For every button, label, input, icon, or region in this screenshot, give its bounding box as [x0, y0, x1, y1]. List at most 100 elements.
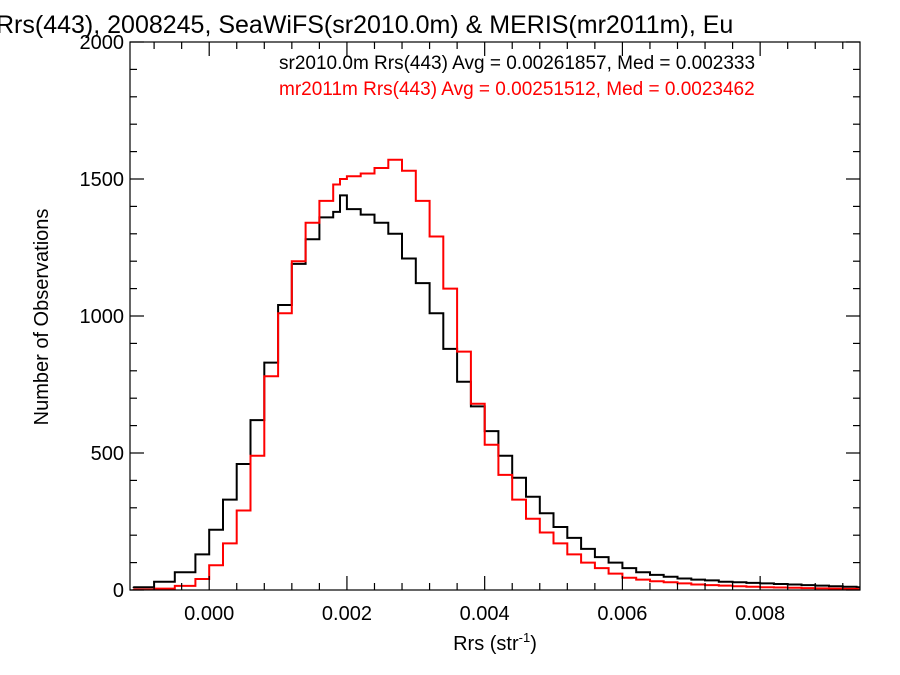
bin-sr2010.0m-21: [428, 312, 431, 315]
bin-mr2011m-19: [401, 170, 403, 172]
bin-sr2010.0m-7: [249, 419, 252, 421]
bin-sr2010.0m-13: [332, 211, 335, 213]
plot-frame: [129, 41, 861, 591]
bin-sr2010.0m-18: [387, 233, 390, 235]
bin-sr2010.0m-50: [828, 585, 830, 587]
x-tick-label: 0.000: [184, 603, 234, 625]
bin-mr2011m-31: [566, 553, 569, 556]
bin-mr2011m-3: [194, 578, 197, 580]
bin-mr2011m-4: [208, 564, 210, 567]
bin-mr2011m-27: [511, 498, 513, 501]
bin-sr2010.0m-6: [235, 463, 238, 465]
bin-mr2011m-30: [552, 542, 555, 545]
bin-sr2010.0m-8: [263, 361, 266, 364]
bin-mr2011m-16: [359, 172, 362, 175]
bin-mr2011m-6: [235, 509, 238, 512]
bin-sr2010.0m-36: [635, 571, 637, 573]
bin-sr2010.0m-30: [552, 526, 555, 528]
bin-mr2011m-10: [291, 260, 293, 263]
bin-sr2010.0m-15: [346, 208, 348, 210]
bin-mr2011m-5: [222, 542, 224, 545]
bin-sr2010.0m-40: [690, 578, 693, 581]
bin-mr2011m-11: [304, 222, 307, 224]
bin-mr2011m-20: [415, 200, 417, 202]
bin-sr2010.0m-43: [731, 581, 734, 584]
annotation-sr2010: sr2010.0m Rrs(443) Avg = 0.00261857, Med…: [279, 53, 755, 74]
bin-sr2010.0m-29: [539, 512, 541, 515]
bin-sr2010.0m-48: [800, 584, 803, 586]
bin-mr2011m-14: [339, 178, 341, 180]
y-tick-label: 0: [113, 580, 124, 602]
bin-sr2010.0m-19: [401, 257, 403, 260]
series-sr2010.0m: [132, 194, 860, 589]
bin-sr2010.0m-39: [676, 577, 679, 580]
x-axis-label-main: Rrs (str: [453, 633, 519, 655]
bin-sr2010.0m-1: [153, 581, 155, 583]
bin-mr2011m-24: [470, 402, 472, 405]
series-mr2011m: [132, 158, 860, 590]
chart-title: Rrs(443), 2008245, SeaWiFS(sr2010.0m) & …: [0, 11, 733, 39]
x-axis-label-close: ): [530, 633, 537, 655]
bin-mr2011m-44: [745, 585, 748, 588]
bin-mr2011m-50: [828, 587, 830, 590]
bin-sr2010.0m-52: [855, 586, 858, 589]
x-axis-label: Rrs (str-1): [453, 630, 537, 655]
bin-sr2010.0m-44: [745, 582, 748, 584]
bin-sr2010.0m-37: [649, 574, 651, 576]
bin-mr2011m-46: [773, 586, 775, 589]
bin-sr2010.0m-3: [194, 553, 197, 556]
bin-mr2011m-23: [456, 350, 458, 353]
bin-sr2010.0m-42: [718, 581, 720, 583]
bin-sr2010.0m-32: [580, 548, 582, 550]
bin-mr2011m-17: [373, 167, 376, 169]
bin-mr2011m-22: [442, 287, 445, 290]
x-tick-label: 0.008: [735, 603, 785, 625]
bin-mr2011m-28: [525, 518, 527, 520]
series-line-mr2011m: [133, 158, 860, 590]
bin-mr2011m-29: [539, 531, 541, 534]
bin-mr2011m-12: [318, 200, 321, 202]
bin-sr2010.0m-9: [277, 304, 279, 306]
bin-mr2011m-25: [483, 444, 486, 446]
bin-sr2010.0m-0: [132, 586, 135, 589]
bin-sr2010.0m-16: [359, 213, 362, 216]
bin-sr2010.0m-46: [773, 583, 775, 585]
bin-mr2011m-13: [332, 183, 335, 186]
bin-sr2010.0m-24: [470, 405, 472, 408]
bin-mr2011m-21: [428, 235, 431, 238]
bin-mr2011m-32: [580, 561, 582, 564]
bin-mr2011m-42: [718, 584, 720, 587]
bin-sr2010.0m-5: [222, 498, 224, 501]
bin-mr2011m-8: [263, 375, 266, 378]
bin-sr2010.0m-34: [607, 561, 610, 564]
y-tick-label: 2000: [80, 32, 125, 54]
bin-sr2010.0m-2: [174, 571, 176, 573]
bin-sr2010.0m-22: [442, 348, 445, 350]
bin-sr2010.0m-4: [208, 528, 210, 531]
series-line-sr2010.0m: [133, 194, 860, 589]
bin-mr2011m-26: [497, 474, 500, 476]
y-tick-label: 1500: [80, 169, 125, 191]
bin-sr2010.0m-33: [594, 556, 596, 558]
y-axis-label: Number of Observations: [31, 209, 53, 426]
bin-sr2010.0m-28: [525, 496, 527, 498]
bin-mr2011m-15: [346, 175, 348, 178]
bin-sr2010.0m-35: [621, 567, 624, 569]
bin-mr2011m-40: [690, 583, 693, 586]
bin-mr2011m-33: [594, 567, 596, 569]
series-layer: [132, 158, 860, 590]
bin-mr2011m-37: [649, 580, 651, 582]
annotation-mr2011: mr2011m Rrs(443) Avg = 0.00251512, Med =…: [279, 79, 755, 100]
bin-sr2010.0m-31: [566, 537, 569, 539]
y-tick-label: 500: [91, 443, 124, 465]
x-tick-label: 0.002: [322, 603, 372, 625]
x-axis-label-superscript: -1: [519, 630, 531, 645]
bin-mr2011m-9: [277, 312, 279, 315]
bin-mr2011m-7: [249, 454, 252, 457]
bin-sr2010.0m-17: [373, 222, 376, 224]
bin-mr2011m-34: [607, 572, 610, 575]
bin-mr2011m-2: [174, 585, 176, 587]
tick-layer: 0.000 0.002 0.004 0.006 0.008 0 500 1000 1500 200…: [80, 32, 860, 625]
y-tick-label: 1000: [80, 306, 125, 328]
